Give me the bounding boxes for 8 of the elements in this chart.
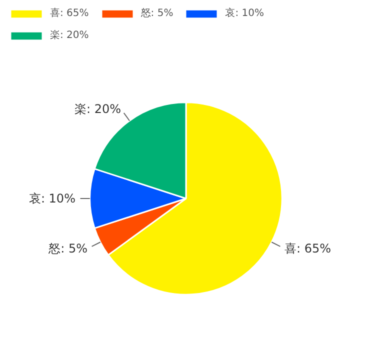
slice-label: 喜: 65%	[284, 242, 332, 256]
legend-label: 哀: 10%	[225, 6, 264, 20]
slice-label: 哀: 10%	[28, 191, 76, 206]
legend-label: 怒: 5%	[140, 7, 174, 20]
slice-label: 楽: 20%	[74, 102, 122, 116]
slice-label: 怒: 5%	[48, 242, 88, 256]
legend-label: 喜: 65%	[50, 6, 89, 20]
legend-label: 楽: 20%	[50, 29, 89, 42]
